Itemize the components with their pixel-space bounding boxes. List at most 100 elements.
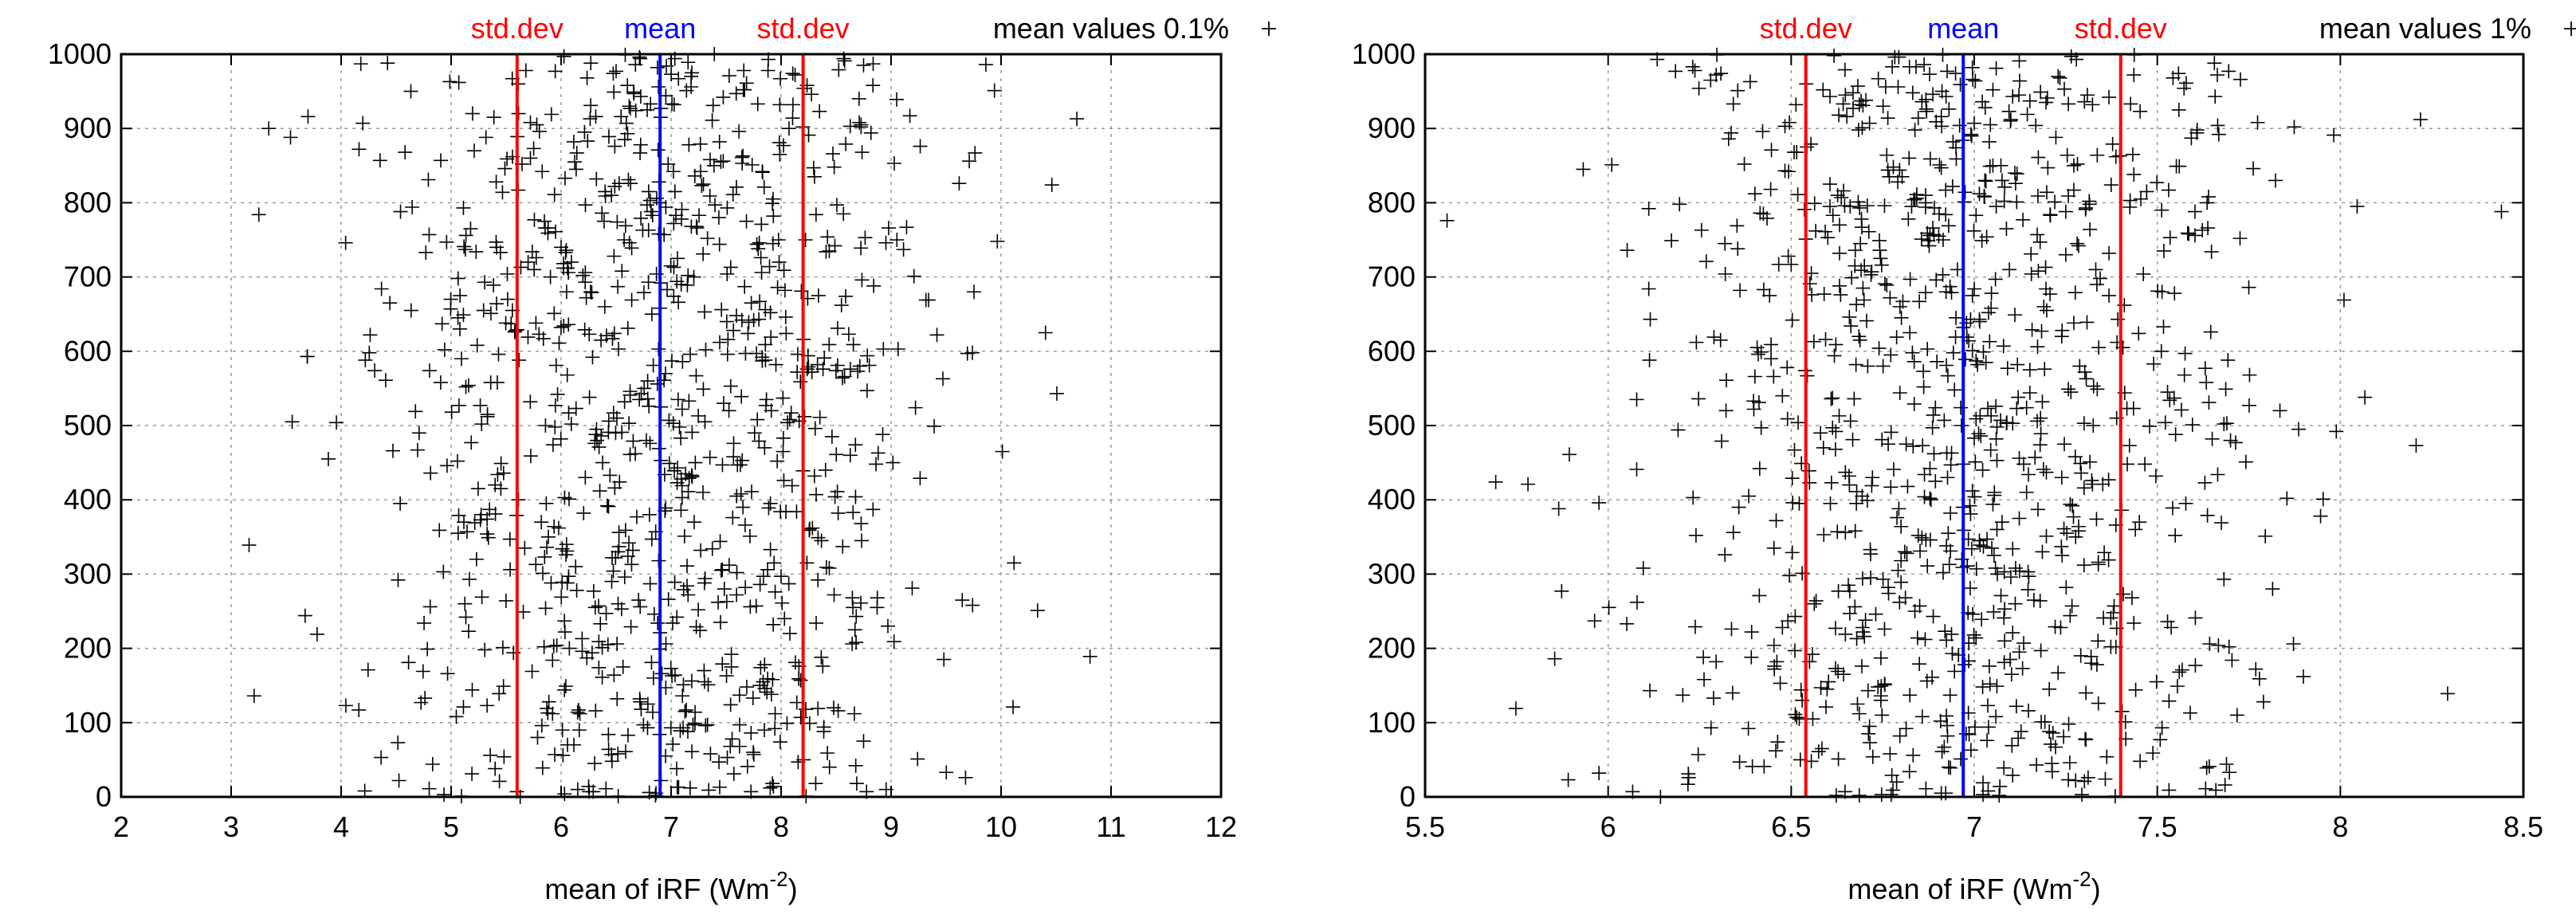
scatter-point [460,524,475,539]
x-axis-label-text: mean of iRF (Wm [1848,873,2072,905]
scatter-point [478,130,493,145]
scatter-point [1629,594,1644,610]
scatter-point [493,456,509,471]
scatter-point [2164,620,2179,635]
scatter-point [285,414,300,430]
scatter-point [702,152,717,167]
scatter-point [548,398,563,413]
scatter-point [1828,788,1844,803]
scatter-point [1785,495,1800,510]
scatter-point [1907,604,1922,618]
scatter-point [715,457,730,473]
scatter-point [881,618,895,634]
scatter-point [785,97,800,112]
scatter-point [770,280,785,295]
scatter-point [1070,112,1085,127]
scatter-point [732,124,747,139]
scatter-point [810,357,825,372]
scatter-point [607,84,622,100]
scatter-point [2160,385,2175,400]
scatter-point [728,86,744,101]
scatter-point [638,433,654,448]
scatter-point [2265,582,2280,597]
scatter-point [1885,59,1900,74]
scatter-point [2028,450,2043,465]
scatter-point [1968,454,1983,469]
scatter-point [1714,434,1730,449]
y-tick-label: 900 [1368,112,1416,144]
scatter-point [1997,760,2012,775]
y-tick-label: 400 [64,483,112,516]
scatter-point [591,440,607,455]
scatter-point [640,102,655,117]
scatter-point [676,582,691,597]
scatter-point [1902,764,1917,779]
scatter-point [775,595,790,610]
scatter-point [2221,639,2236,654]
scatter-point [1845,101,1860,116]
scatter-point [675,354,690,369]
scatter-point [442,74,457,89]
scatter-point [817,351,832,366]
std-dev-label: std.dev [757,12,850,45]
scatter-point [2071,238,2086,253]
scatter-point [372,153,387,168]
scatter-point [2214,516,2229,531]
scatter-point [498,593,513,608]
scatter-point [1970,357,1985,372]
scatter-point [773,71,788,86]
scatter-point [608,550,623,565]
scatter-point [1820,230,1836,245]
scatter-point [1966,627,1981,642]
scatter-point [597,299,612,314]
scatter-point [496,679,511,694]
scatter-point [927,418,942,434]
scatter-point [1755,124,1770,139]
scatter-point [1997,655,2012,670]
scatter-point [1975,462,1990,477]
scatter-point [766,209,781,224]
scatter-point [1871,71,1886,86]
scatter-point [787,68,803,83]
scatter-point [1967,430,1981,445]
scatter-point [610,691,625,706]
scatter-point [632,392,647,407]
scatter-point [1941,759,1956,775]
scatter-point [753,660,768,675]
scatter-point [889,92,905,107]
scatter-point [2061,96,2076,112]
scatter-point [2154,202,2170,218]
scatter-point [1965,343,1980,358]
scatter-point [1698,254,1714,269]
scatter-point [1973,429,1989,444]
scatter-point [1781,249,1796,264]
scatter-point [2211,638,2226,653]
scatter-point [1937,413,1952,428]
scatter-point [1850,79,1865,94]
scatter-point [578,198,593,213]
scatter-point [734,150,749,165]
scatter-point [524,244,540,259]
scatter-point [678,466,693,481]
scatter-point [589,171,604,186]
scatter-point [2076,481,2091,496]
scatter-point [403,84,418,99]
scatter-point [1969,411,1984,426]
scatter-point [1696,649,1711,665]
scatter-point [1703,73,1718,88]
scatter-point [1923,492,1938,508]
scatter-point [1842,583,1857,598]
scatter-point [689,221,705,236]
scatter-point [701,783,717,798]
scatter-point [809,615,824,630]
scatter-point [1999,222,2014,237]
scatter-point [1488,474,1503,489]
scatter-point [2012,563,2027,579]
scatter-point [1864,265,1879,280]
scatter-point [913,139,928,154]
scatter-point [899,220,914,235]
scatter-point [781,576,796,591]
scatter-point [1980,733,1995,748]
scatter-point [1977,173,1993,188]
scatter-point [1576,162,1591,177]
